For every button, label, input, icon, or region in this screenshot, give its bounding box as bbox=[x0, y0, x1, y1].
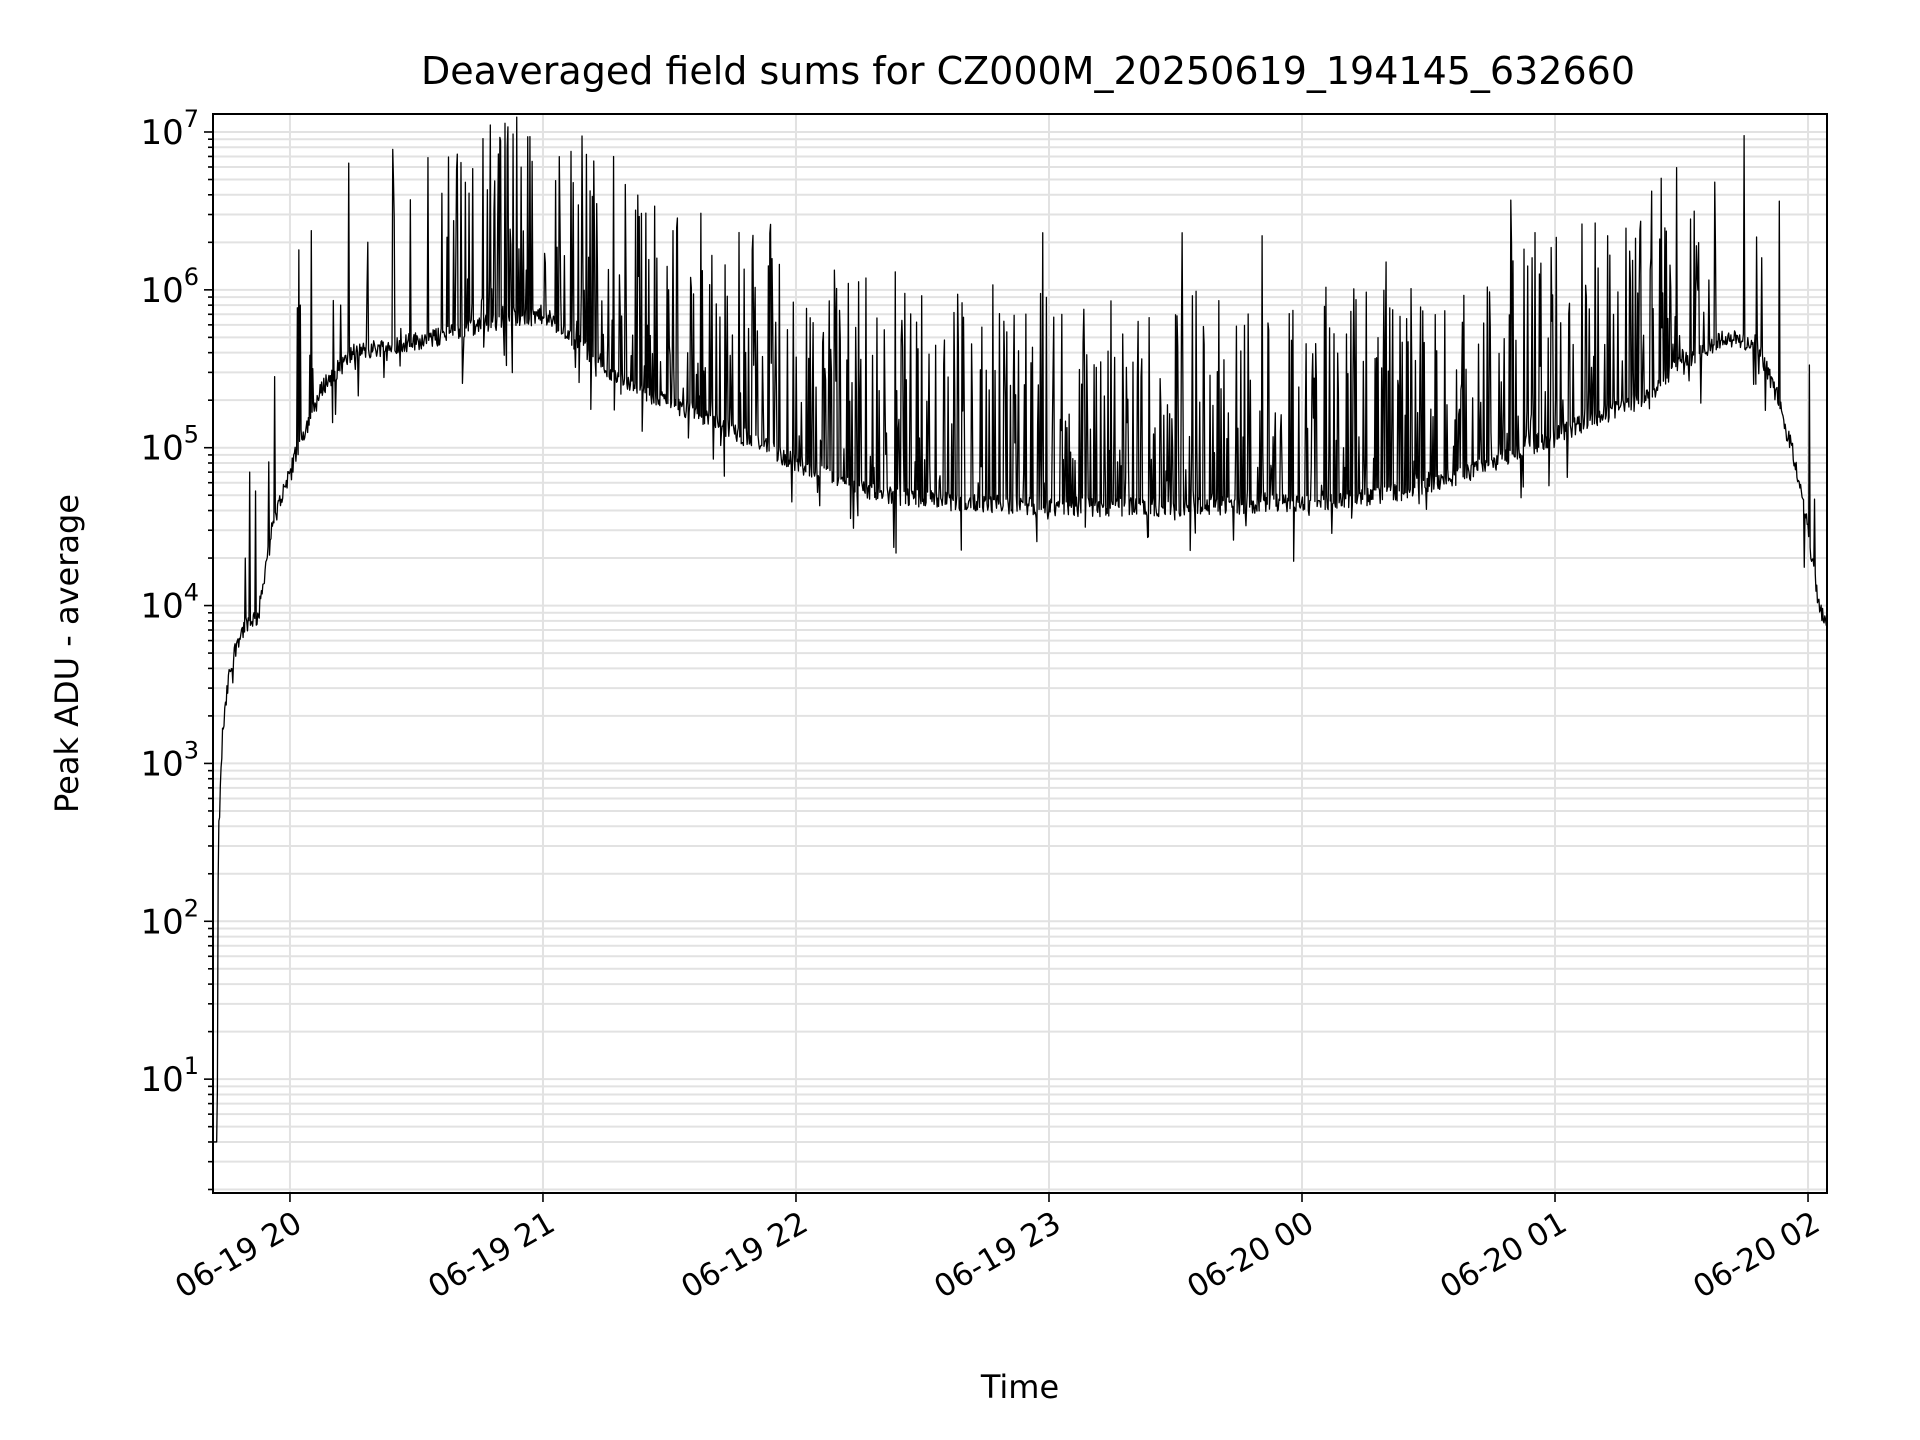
y-tick-exponent: 4 bbox=[184, 579, 199, 607]
y-tick-exponent: 7 bbox=[184, 105, 199, 133]
y-tick-label: 105 bbox=[140, 421, 199, 469]
y-tick-exponent: 2 bbox=[184, 894, 199, 922]
y-tick-base: 10 bbox=[140, 902, 183, 942]
y-tick-label: 102 bbox=[140, 894, 199, 942]
x-axis-label: Time bbox=[980, 1368, 1059, 1406]
y-tick-base: 10 bbox=[140, 587, 183, 627]
y-tick-base: 10 bbox=[140, 1060, 183, 1100]
y-tick-base: 10 bbox=[140, 271, 183, 311]
y-tick-base: 10 bbox=[140, 744, 183, 784]
y-tick-label: 104 bbox=[140, 579, 199, 627]
y-tick-label: 103 bbox=[140, 736, 199, 784]
y-tick-base: 10 bbox=[140, 113, 183, 153]
y-tick-exponent: 3 bbox=[184, 736, 199, 764]
y-tick-exponent: 6 bbox=[184, 263, 199, 291]
grid bbox=[213, 114, 1827, 1193]
series-line bbox=[213, 116, 1828, 1143]
series-layer bbox=[213, 116, 1828, 1143]
y-tick-exponent: 1 bbox=[184, 1052, 199, 1080]
y-axis-label: Peak ADU - average bbox=[48, 494, 86, 813]
y-tick-label: 106 bbox=[140, 263, 199, 311]
y-tick-exponent: 5 bbox=[184, 421, 199, 449]
chart-title: Deaveraged field sums for CZ000M_2025061… bbox=[421, 49, 1635, 93]
y-tick-label: 101 bbox=[140, 1052, 199, 1100]
y-tick-base: 10 bbox=[140, 429, 183, 469]
y-tick-label: 107 bbox=[140, 105, 199, 153]
